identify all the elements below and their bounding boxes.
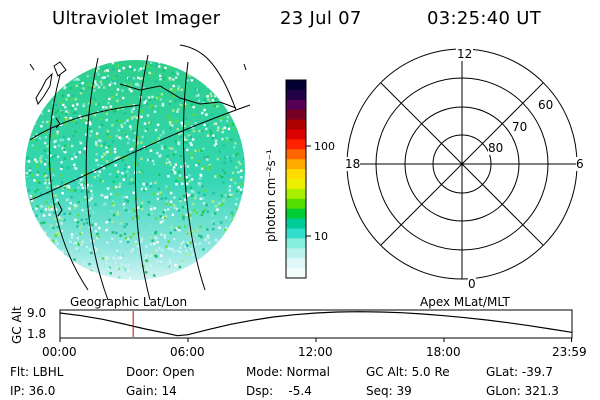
colorbar-swatch [286,169,306,180]
date-label: 23 Jul 07 [280,8,362,29]
altitude-plot-frame [59,309,573,339]
colorbar-unit-label: photon cm⁻²s⁻¹ [264,149,278,242]
altitude-plot [59,309,573,342]
colorbar-swatch [286,129,306,140]
coastline [29,61,247,217]
right-panel-caption: Apex MLat/MLT [420,295,510,309]
ip-status: IP: 36.0 [10,384,56,398]
colorbar-swatch [286,218,306,229]
colorbar-swatch [286,139,306,150]
colorbar-swatch [286,149,306,160]
time-label: 03:25:40 UT [427,8,542,29]
colorbar-swatch [286,238,306,249]
seq-status: Seq: 39 [366,384,412,398]
colorbar-swatch [286,119,306,130]
colorbar-tick-10: 10 [314,230,328,243]
colorbar-swatch [286,198,306,210]
altitude-xtick-3: 18:00 [426,345,461,359]
geographic-grid [29,44,251,301]
altitude-ytick-min: 1.8 [27,327,47,341]
mlat-label-70: 70 [512,120,528,134]
colorbar-swatch [286,89,306,101]
altitude-xtick-1: 06:00 [170,345,205,359]
colorbar-swatch [286,258,306,269]
instrument-title: Ultraviolet Imager [52,8,221,29]
colorbar-swatch [286,159,306,170]
filter-status: Flt: LBHL [10,365,64,379]
glat-status: GLat: -39.7 [486,365,553,379]
colorbar-swatch [286,248,306,259]
colorbar-swatch [286,268,306,279]
altitude-ylabel: GC Alt [10,306,24,344]
colorbar-swatch [286,99,306,111]
left-panel-caption: Geographic Lat/Lon [70,295,188,309]
mlt-label-12: 12 [456,47,474,61]
altitude-curve [59,311,572,337]
colorbar-swatch [286,208,306,220]
door-status: Door: Open [126,365,195,379]
colorbar-swatch [286,228,306,239]
glon-status: GLon: 321.3 [486,384,559,398]
colorbar-swatch [286,109,306,121]
mlat-label-60: 60 [538,98,554,112]
gc-alt-status: GC Alt: 5.0 Re [366,365,450,379]
altitude-xtick-0: 00:00 [42,345,77,359]
altitude-ytick-max: 9.0 [27,306,47,320]
mlat-label-80: 80 [488,141,504,155]
colorbar-swatch [286,179,306,190]
mlt-label-0: 0 [468,277,476,291]
uv-earth-image [25,44,251,301]
altitude-xtick-2: 12:00 [298,345,333,359]
mode-status: Mode: Normal [246,365,330,379]
colorbar-swatch [286,188,306,200]
mlt-label-18: 18 [345,157,361,171]
colorbar-tick-100: 100 [314,140,335,153]
mlt-label-6: 6 [576,157,584,171]
dsp-status: Dsp: -5.4 [246,384,312,398]
polar-grid [346,48,578,280]
altitude-xtick-4: 23:59 [552,345,587,359]
colorbar [285,79,311,279]
colorbar-swatch [286,80,306,91]
gain-status: Gain: 14 [126,384,177,398]
